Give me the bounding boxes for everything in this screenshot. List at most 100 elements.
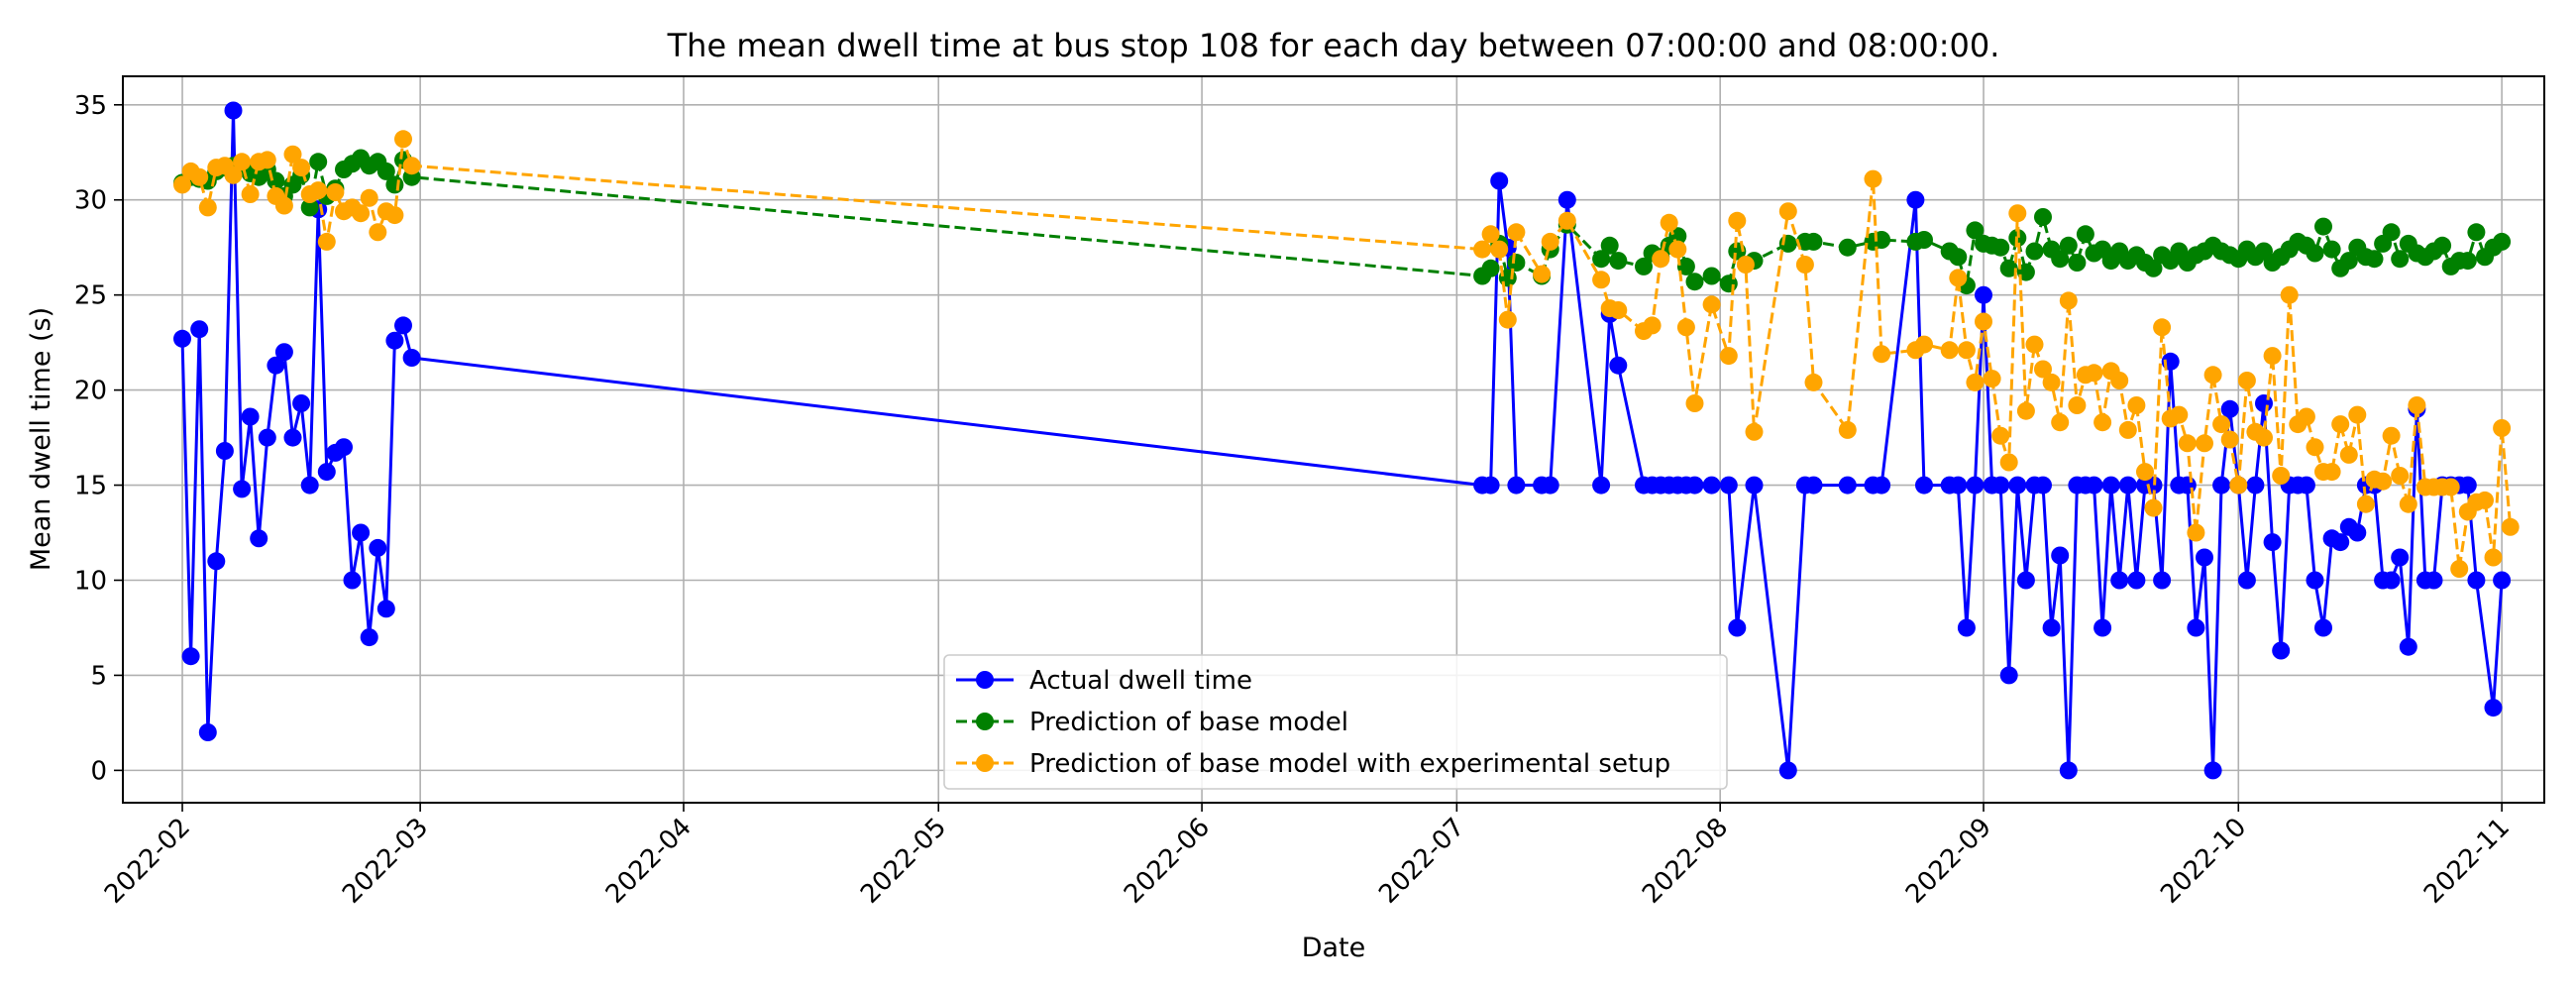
data-point — [1481, 225, 1500, 244]
data-point — [1507, 223, 1526, 242]
data-point — [241, 407, 260, 426]
data-point — [267, 356, 285, 375]
legend-label: Prediction of base model with experiment… — [1029, 749, 1670, 779]
y-tick-label: 25 — [74, 281, 107, 311]
data-point — [283, 145, 302, 164]
data-point — [2458, 252, 2477, 271]
data-point — [2220, 430, 2239, 449]
legend-label: Actual dwell time — [1029, 666, 1252, 696]
data-point — [2263, 347, 2282, 366]
data-point — [1778, 202, 1797, 221]
data-point — [2068, 396, 2087, 414]
data-point — [1507, 476, 1526, 495]
data-point — [2110, 372, 2129, 389]
data-point — [2314, 217, 2332, 236]
data-point — [2391, 467, 2410, 485]
data-point — [2484, 699, 2503, 717]
data-point — [2051, 413, 2070, 432]
data-point — [309, 153, 328, 171]
data-point — [1719, 476, 1738, 495]
data-point — [2255, 428, 2273, 447]
data-point — [1940, 341, 1959, 360]
data-point — [2153, 571, 2172, 590]
y-axis: 0 5 10 15 20 25 30 35 — [74, 91, 123, 786]
data-point — [2008, 204, 2027, 223]
data-point — [1736, 256, 1755, 274]
data-point — [2246, 476, 2265, 495]
data-point — [1966, 373, 1985, 391]
data-point — [1685, 394, 1704, 412]
series-3 — [173, 130, 2520, 578]
y-axis-label: Mean dwell time (s) — [26, 307, 56, 571]
data-point — [198, 198, 217, 217]
series-1 — [173, 101, 2512, 780]
data-point — [1592, 250, 1611, 269]
data-point — [190, 167, 209, 186]
data-point — [2255, 394, 2273, 412]
data-point — [233, 480, 252, 498]
data-point — [2076, 225, 2094, 244]
data-point — [2187, 523, 2205, 542]
data-point — [2127, 571, 2146, 590]
data-point — [2441, 478, 2460, 496]
data-point — [1957, 618, 1976, 637]
data-point — [2118, 476, 2137, 495]
data-point — [2382, 426, 2401, 445]
data-point — [1838, 420, 1857, 439]
data-point — [224, 165, 243, 184]
data-point — [1676, 318, 1695, 337]
data-point — [2399, 637, 2417, 656]
data-point — [2068, 254, 2087, 272]
data-point — [2118, 420, 2137, 439]
data-point — [2212, 415, 2231, 434]
data-point — [2493, 419, 2512, 437]
data-point — [2178, 476, 2197, 495]
data-point — [1660, 213, 1678, 232]
data-point — [173, 329, 191, 348]
data-point — [258, 428, 276, 447]
data-point — [1915, 231, 1933, 249]
data-point — [1609, 356, 1628, 375]
data-point — [402, 349, 421, 367]
chart-title: The mean dwell time at bus stop 108 for … — [667, 27, 2000, 64]
data-point — [1991, 476, 2010, 495]
data-point — [181, 647, 200, 666]
data-point — [1600, 236, 1619, 255]
data-point — [352, 204, 371, 223]
data-point — [1498, 310, 1517, 329]
data-point — [190, 320, 209, 339]
data-point — [1533, 265, 1552, 283]
data-point — [2339, 252, 2358, 271]
data-point — [1473, 240, 1492, 259]
data-point — [317, 463, 336, 482]
data-point — [1541, 476, 1559, 495]
y-tick-label: 15 — [74, 472, 107, 501]
y-tick-label: 5 — [90, 661, 107, 691]
data-point — [2034, 208, 2052, 226]
data-point — [1838, 238, 1857, 257]
data-point — [1873, 476, 1891, 495]
data-point — [1702, 295, 1721, 314]
data-point — [300, 476, 319, 495]
data-point — [2025, 242, 2044, 261]
data-point — [2484, 548, 2503, 567]
data-point — [2008, 476, 2027, 495]
data-point — [1728, 211, 1747, 230]
data-point — [2263, 533, 2282, 552]
data-point — [2306, 571, 2324, 590]
data-point — [2374, 472, 2393, 491]
data-point — [1983, 370, 2001, 388]
data-point — [2297, 407, 2315, 426]
legend-marker — [976, 671, 994, 689]
data-point — [2101, 476, 2120, 495]
data-point — [343, 571, 362, 590]
data-point — [2467, 571, 2486, 590]
data-point — [1609, 252, 1628, 271]
data-point — [2399, 495, 2417, 513]
data-point — [2059, 761, 2078, 780]
data-point — [215, 442, 234, 460]
data-point — [1745, 422, 1764, 441]
data-point — [274, 196, 293, 215]
data-point — [2144, 498, 2163, 517]
